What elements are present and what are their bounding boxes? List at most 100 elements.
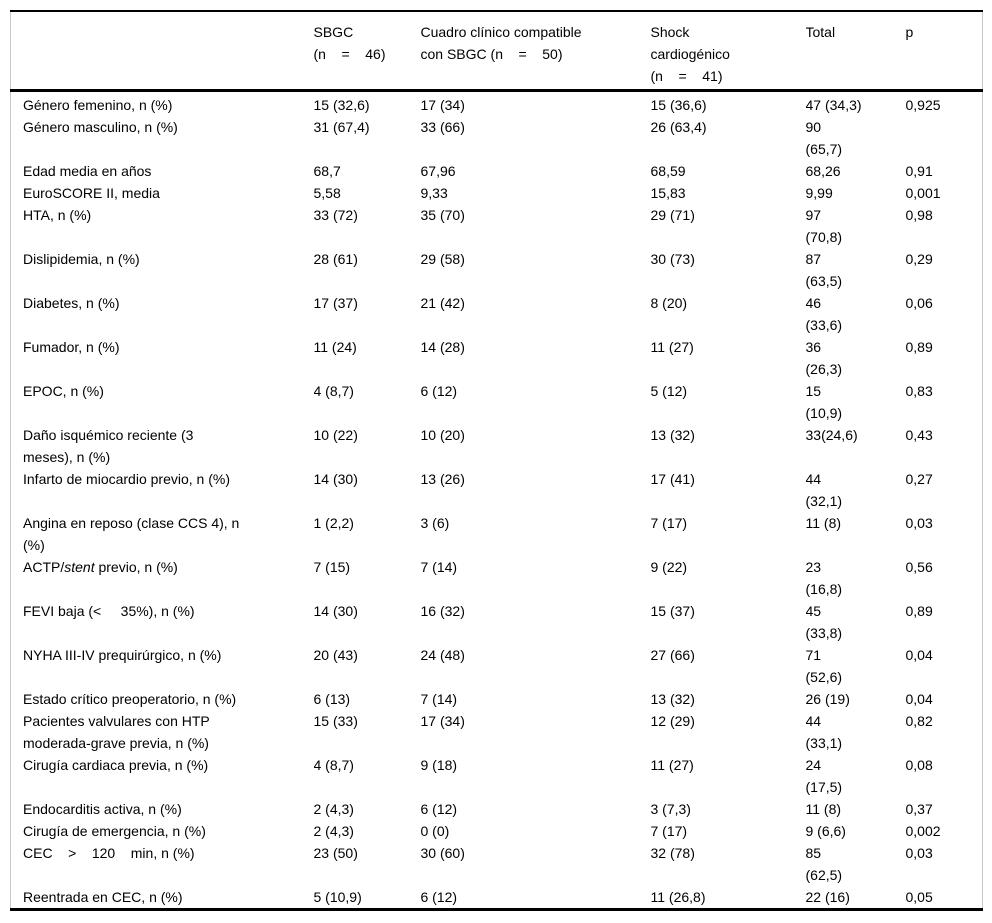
table-row: EPOC, n (%) 4 (8,7) 6 (12) 5 (12) 15 (10,9) 0… bbox=[11, 380, 983, 424]
table-body: Género femenino, n (%) 15 (32,6) 17 (34) 15… bbox=[11, 91, 983, 910]
value-cell-sbgc: 31 (67,4) bbox=[313, 119, 370, 135]
row-label-cell: Infarto de miocardio previo, n (%) bbox=[23, 471, 230, 487]
table-row: Cirugía de emergencia, n (%) 2 (4,3) 0 (0)… bbox=[11, 820, 983, 842]
value-cell-shock: 15 (36,6) bbox=[650, 97, 707, 113]
table-row: Daño isquémico reciente (3 meses), n (%)… bbox=[11, 424, 983, 468]
value-cell-sbgc: 20 (43) bbox=[313, 647, 358, 663]
value-cell-shock: 5 (12) bbox=[650, 383, 688, 399]
value-cell-total: 11 (8) bbox=[805, 515, 842, 531]
table-row: CEC > 120 min, n (%) 23 (50) 30 (60) 32 (78… bbox=[11, 842, 983, 886]
table-row: Género femenino, n (%) 15 (32,6) 17 (34) 15… bbox=[11, 91, 983, 117]
value-cell-cuadro: 24 (48) bbox=[420, 647, 465, 663]
value-cell-total: 45 (33,8) bbox=[805, 603, 843, 641]
value-cell-cuadro: 0 (0) bbox=[420, 823, 450, 839]
value-cell-shock: 8 (20) bbox=[650, 295, 688, 311]
value-cell-shock: 13 (32) bbox=[650, 427, 695, 443]
value-cell-sbgc: 1 (2,2) bbox=[313, 515, 354, 531]
value-cell-sbgc: 2 (4,3) bbox=[313, 801, 354, 817]
value-cell-sbgc: 68,7 bbox=[313, 163, 341, 179]
value-cell-sbgc: 23 (50) bbox=[313, 845, 358, 861]
value-cell-sbgc: 11 (24) bbox=[313, 339, 357, 355]
table-row: ACTP/stent previo, n (%) 7 (15) 7 (14) 9 (2… bbox=[11, 556, 983, 600]
value-cell-shock: 11 (27) bbox=[650, 757, 694, 773]
value-cell-total: 87 (63,5) bbox=[805, 251, 843, 289]
value-cell-shock: 13 (32) bbox=[650, 691, 695, 707]
value-cell-p: 0,03 bbox=[905, 515, 933, 531]
value-cell-sbgc: 10 (22) bbox=[313, 427, 358, 443]
value-cell-total: 71 (52,6) bbox=[805, 647, 843, 685]
table-row: Cirugía cardiaca previa, n (%) 4 (8,7) 9 (… bbox=[11, 754, 983, 798]
value-cell-p: 0,29 bbox=[905, 251, 933, 267]
value-cell-p: 0,43 bbox=[905, 427, 933, 443]
value-cell-p: 0,08 bbox=[905, 757, 933, 773]
value-cell-sbgc: 7 (15) bbox=[313, 559, 351, 575]
value-cell-sbgc: 33 (72) bbox=[313, 207, 358, 223]
row-label-cell: HTA, n (%) bbox=[23, 207, 92, 223]
row-label-cell: Diabetes, n (%) bbox=[23, 295, 120, 311]
value-cell-shock: 3 (7,3) bbox=[650, 801, 691, 817]
row-label-cell: Cirugía cardiaca previa, n (%) bbox=[23, 757, 209, 773]
table-row: Angina en reposo (clase CCS 4), n (%) 1 (… bbox=[11, 512, 983, 556]
table-row: Diabetes, n (%) 17 (37) 21 (42) 8 (20) 46 (3… bbox=[11, 292, 983, 336]
row-label-cell: Endocarditis activa, n (%) bbox=[23, 801, 182, 817]
value-cell-sbgc: 14 (30) bbox=[313, 603, 358, 619]
value-cell-cuadro: 33 (66) bbox=[420, 119, 465, 135]
value-cell-shock: 15 (37) bbox=[650, 603, 695, 619]
table-row: Reentrada en CEC, n (%) 5 (10,9) 6 (12) 11 … bbox=[11, 886, 983, 910]
row-label-cell: Género masculino, n (%) bbox=[23, 119, 178, 135]
value-cell-shock: 17 (41) bbox=[650, 471, 695, 487]
value-cell-cuadro: 7 (14) bbox=[420, 691, 458, 707]
value-cell-sbgc: 28 (61) bbox=[313, 251, 358, 267]
value-cell-p: 0,83 bbox=[905, 383, 933, 399]
value-cell-total: 68,26 bbox=[805, 163, 841, 179]
header-row: SBGC (n = 46) Cuadro clínico compatible … bbox=[10, 11, 983, 91]
row-label-cell: EPOC, n (%) bbox=[23, 383, 104, 399]
value-cell-cuadro: 10 (20) bbox=[420, 427, 465, 443]
row-label-cell: Dislipidemia, n (%) bbox=[23, 251, 140, 267]
row-label-cell: Angina en reposo (clase CCS 4), n (%) bbox=[23, 515, 240, 553]
header-empty-cell bbox=[11, 11, 314, 91]
value-cell-p: 0,89 bbox=[905, 603, 933, 619]
value-cell-total: 9 (6,6) bbox=[805, 823, 846, 839]
value-cell-shock: 29 (71) bbox=[650, 207, 695, 223]
value-cell-total: 97 (70,8) bbox=[805, 207, 843, 245]
value-cell-sbgc: 2 (4,3) bbox=[313, 823, 354, 839]
value-cell-shock: 7 (17) bbox=[650, 823, 688, 839]
value-cell-sbgc: 6 (13) bbox=[313, 691, 351, 707]
table-row: Infarto de miocardio previo, n (%) 14 (30… bbox=[11, 468, 983, 512]
label-segment: previo, n (%) bbox=[94, 559, 178, 575]
value-cell-sbgc: 15 (33) bbox=[313, 713, 358, 729]
row-label-cell: Reentrada en CEC, n (%) bbox=[23, 889, 183, 905]
row-label-cell: ACTP/stent previo, n (%) bbox=[11, 556, 314, 600]
value-cell-p: 0,98 bbox=[905, 207, 933, 223]
row-label-cell: Edad media en años bbox=[23, 163, 152, 179]
value-cell-shock: 11 (27) bbox=[650, 339, 694, 355]
value-cell-total: 85 (62,5) bbox=[805, 845, 843, 883]
value-cell-shock: 12 (29) bbox=[650, 713, 695, 729]
row-label-cell: Género femenino, n (%) bbox=[23, 97, 173, 113]
value-cell-cuadro: 14 (28) bbox=[420, 339, 465, 355]
row-label-cell: NYHA III-IV prequirúrgico, n (%) bbox=[23, 647, 222, 663]
value-cell-cuadro: 35 (70) bbox=[420, 207, 465, 223]
value-cell-shock: 15,83 bbox=[650, 185, 686, 201]
header-shock-cell: Shock cardiogénico (n = 41) bbox=[650, 24, 730, 84]
value-cell-total: 46 (33,6) bbox=[805, 295, 843, 333]
value-cell-cuadro: 9 (18) bbox=[420, 757, 458, 773]
value-cell-shock: 11 (26,8) bbox=[650, 889, 706, 905]
header-sbgc-cell: SBGC (n = 46) bbox=[313, 24, 386, 62]
value-cell-p: 0,37 bbox=[905, 801, 933, 817]
value-cell-sbgc: 14 (30) bbox=[313, 471, 358, 487]
value-cell-cuadro: 17 (34) bbox=[420, 97, 465, 113]
value-cell-sbgc: 4 (8,7) bbox=[313, 383, 354, 399]
value-cell-p: 0,82 bbox=[905, 713, 933, 729]
label-segment-italic: stent bbox=[64, 559, 95, 575]
value-cell-shock: 9 (22) bbox=[650, 559, 688, 575]
value-cell-p: 0,56 bbox=[905, 559, 933, 575]
row-label-cell: EuroSCORE II, media bbox=[23, 185, 160, 201]
value-cell-total: 9,99 bbox=[805, 185, 833, 201]
value-cell-total: 33(24,6) bbox=[805, 427, 858, 443]
value-cell-sbgc: 15 (32,6) bbox=[313, 97, 370, 113]
value-cell-cuadro: 7 (14) bbox=[420, 559, 458, 575]
row-label-cell: Estado crítico preoperatorio, n (%) bbox=[23, 691, 237, 707]
table-row: Endocarditis activa, n (%) 2 (4,3) 6 (12) 3… bbox=[11, 798, 983, 820]
